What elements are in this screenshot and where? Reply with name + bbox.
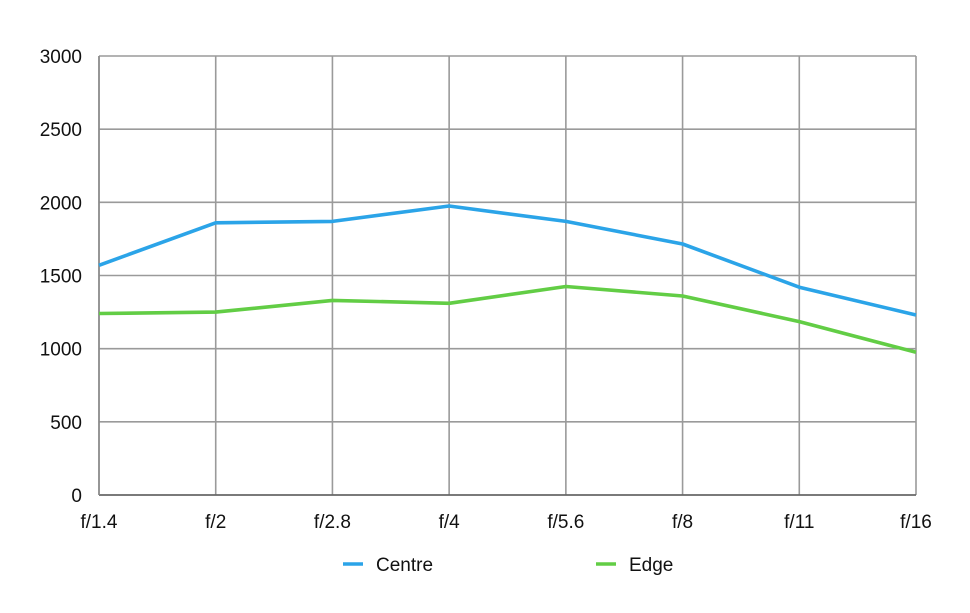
x-tick-label: f/4 [439,512,461,533]
x-tick-label: f/5.6 [547,512,584,533]
y-tick-label: 500 [50,413,82,434]
x-axis-tick-labels: f/1.4 f/2 f/2.8 f/4 f/5.6 f/8 f/11 f/16 [81,512,932,533]
x-tick-label: f/11 [784,512,814,533]
legend-label: Edge [629,555,673,576]
x-tick-label: f/16 [900,512,932,533]
grid [98,55,917,496]
legend-item-edge: Edge [596,555,673,576]
y-tick-label: 3000 [40,47,82,68]
x-tick-label: f/1.4 [81,512,118,533]
y-tick-label: 2500 [40,120,82,141]
y-tick-label: 1500 [40,267,82,288]
y-axis-tick-labels: 0 500 1000 1500 2000 2500 3000 [40,47,82,507]
x-tick-label: f/2.8 [314,512,351,533]
legend-item-centre: Centre [343,555,433,576]
legend-label: Centre [376,555,433,576]
x-tick-label: f/8 [672,512,693,533]
y-tick-label: 1000 [40,340,82,361]
y-tick-label: 0 [71,486,82,507]
y-tick-label: 2000 [40,193,82,214]
x-tick-label: f/2 [205,512,226,533]
legend: Centre Edge [343,555,673,576]
series-line-centre [98,204,917,317]
series-line-edge [98,284,917,355]
series-lines [98,204,917,355]
